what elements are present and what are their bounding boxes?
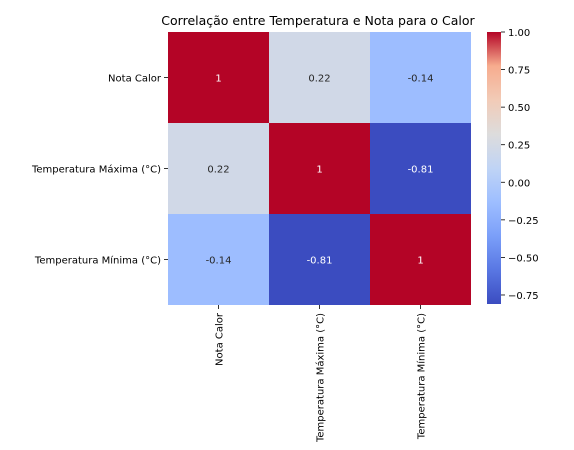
heatmap-cell: [269, 32, 370, 123]
y-tick-label: Temperatura Mínima (°C): [34, 255, 161, 267]
x-tick-label: Temperatura Mínima (°C): [416, 313, 428, 440]
cell-value-label: 1: [316, 165, 322, 176]
cell-value-label: -0.81: [408, 165, 434, 176]
cell-value-label: 1: [417, 256, 423, 267]
heatmap-cell: [269, 214, 370, 305]
heatmap-cell: [168, 123, 269, 214]
y-tick-labels: Nota Calor Temperatura Máxima (°C) Tempera…: [31, 74, 168, 267]
cell-value-label: 0.22: [308, 74, 330, 85]
colorbar-tick-label: 0.25: [508, 141, 530, 152]
colorbar-tick-label: 0.50: [508, 103, 530, 114]
heatmap-cell: [370, 123, 471, 214]
heatmap-cell: [370, 214, 471, 305]
colorbar-tick-label: 0.75: [508, 66, 530, 77]
cell-value-label: 0.22: [207, 165, 229, 176]
colorbar: 1.00 0.75 0.50 0.25 0.00 −0.25 −0.50 −0.75: [487, 28, 539, 304]
y-tick-label: Nota Calor: [108, 74, 162, 85]
heatmap-cells: 1 0.22 -0.14 0.22 1 -0.81 -0.14 -0.81 1: [168, 32, 471, 305]
heatmap-cell: [168, 32, 269, 123]
cell-value-label: -0.81: [307, 256, 333, 267]
colorbar-tick-label: −0.25: [508, 216, 539, 227]
cell-value-label: -0.14: [206, 256, 232, 267]
x-tick-labels: Nota Calor Temperatura Máxima (°C) Tempera…: [215, 305, 428, 443]
chart-title: Correlação entre Temperatura e Nota para…: [161, 13, 475, 28]
heatmap-cell: [370, 32, 471, 123]
colorbar-gradient: [487, 32, 501, 304]
colorbar-tick-label: −0.75: [508, 291, 539, 302]
y-tick-label: Temperatura Máxima (°C): [31, 164, 161, 176]
cell-value-label: -0.14: [408, 74, 434, 85]
colorbar-tick-label: 1.00: [508, 28, 530, 39]
colorbar-tick-label: −0.50: [508, 253, 539, 264]
colorbar-tick-label: 0.00: [508, 178, 530, 189]
cell-value-label: 1: [215, 74, 221, 85]
heatmap-cell: [168, 214, 269, 305]
x-tick-label: Temperatura Máxima (°C): [315, 313, 327, 443]
heatmap-cell: [269, 123, 370, 214]
x-tick-label: Nota Calor: [215, 312, 226, 366]
